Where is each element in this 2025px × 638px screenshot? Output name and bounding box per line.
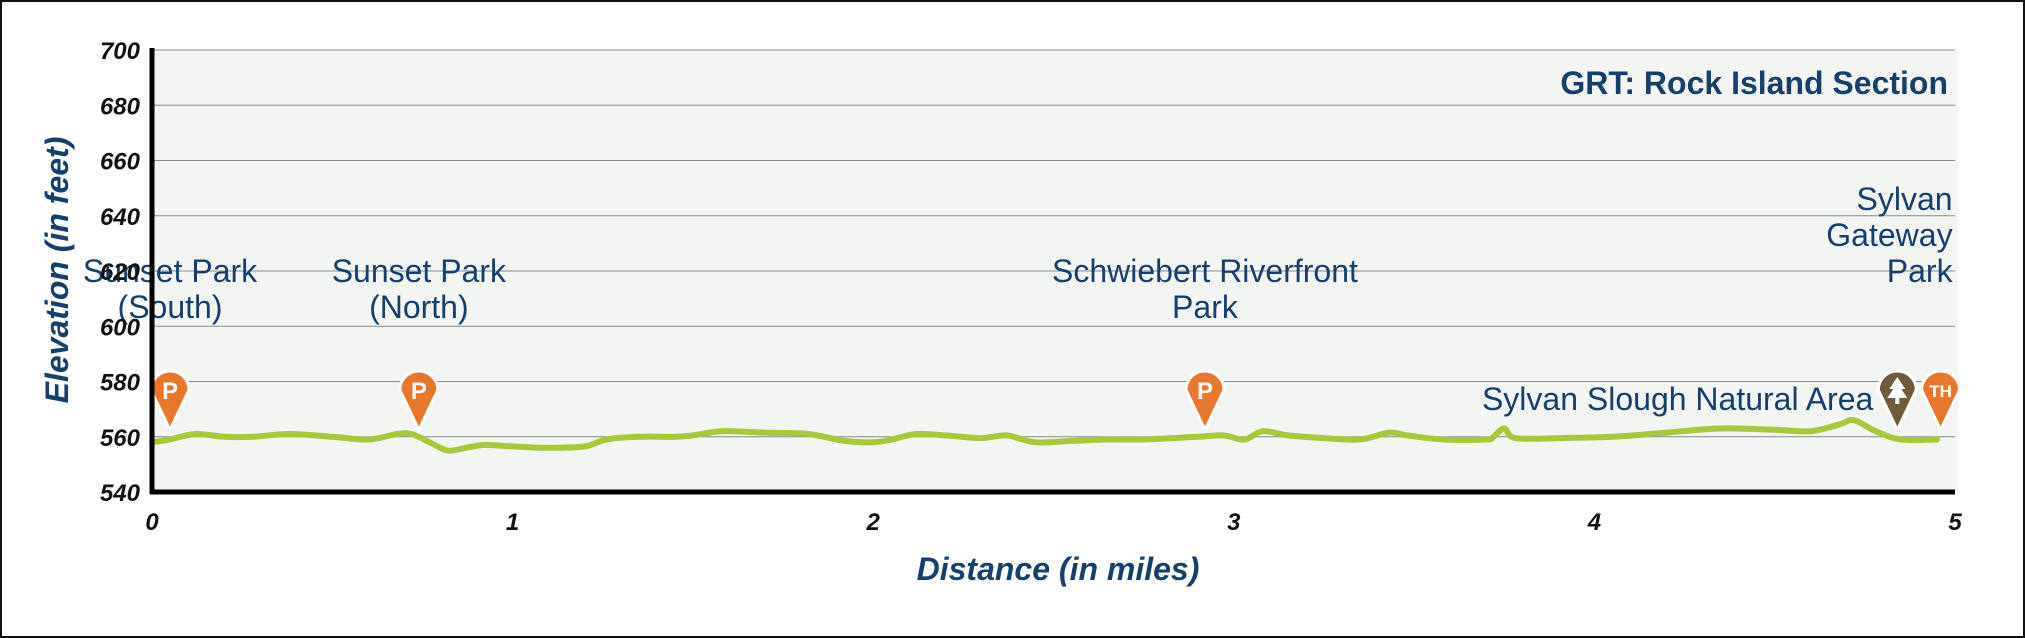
x-axis-title: Distance (in miles) — [917, 551, 1200, 587]
y-tick-label: 660 — [100, 149, 141, 176]
marker-label: Gateway — [1826, 217, 1952, 253]
y-tick-label: 680 — [100, 93, 141, 120]
y-tick-label: 560 — [100, 425, 141, 452]
marker-label: (South) — [118, 289, 223, 325]
y-tick-label: 700 — [100, 38, 141, 65]
marker-label: Sylvan Slough Natural Area — [1482, 381, 1874, 417]
y-tick-label: 600 — [100, 314, 141, 341]
y-tick-label: 580 — [100, 370, 141, 397]
y-tick-label: 540 — [100, 480, 141, 507]
tree-trunk — [1895, 398, 1900, 404]
marker-label: Sunset Park — [332, 253, 507, 289]
pin-letter: TH — [1929, 382, 1952, 401]
pin-letter: P — [1197, 378, 1213, 405]
x-tick-label: 3 — [1227, 509, 1241, 536]
marker-label: Park — [1887, 253, 1954, 289]
marker-label: Park — [1172, 289, 1239, 325]
pin-shape — [1184, 369, 1226, 434]
tree-glyph — [1887, 377, 1908, 398]
tick-labels: 540 560 580 600 620 640 660 680 700 0 1 2 3 4 5 — [100, 38, 1962, 536]
x-tick-label: 0 — [145, 509, 159, 536]
elevation-line — [149, 416, 1940, 454]
pin-letter: P — [162, 378, 178, 405]
y-tick-label: 640 — [100, 204, 141, 231]
marker-label: Sylvan — [1857, 181, 1953, 217]
pin-letter: P — [411, 378, 427, 405]
parking-icon: P — [1184, 369, 1226, 434]
x-tick-label: 4 — [1587, 509, 1601, 536]
pin-shape — [398, 369, 440, 434]
x-tick-label: 1 — [506, 509, 519, 536]
parking-icon: P — [398, 369, 440, 434]
x-tick-label: 5 — [1948, 509, 1962, 536]
marker-label: Sunset Park — [83, 253, 258, 289]
pin-shape — [1920, 369, 1962, 434]
gridlines — [152, 49, 1955, 438]
tree-icon — [1876, 369, 1918, 434]
series-group — [149, 416, 1940, 454]
y-tick-label: 620 — [100, 259, 141, 286]
marker-label: (North) — [369, 289, 469, 325]
chart-title: GRT: Rock Island Section — [1560, 65, 1948, 101]
x-tick-label: 2 — [866, 509, 881, 536]
marker-label: Schwiebert Riverfront — [1052, 253, 1358, 289]
trailhead-icon: TH — [1920, 369, 1962, 434]
axes-group — [149, 48, 1955, 495]
y-axis-title: Elevation (in feet) — [39, 137, 75, 404]
